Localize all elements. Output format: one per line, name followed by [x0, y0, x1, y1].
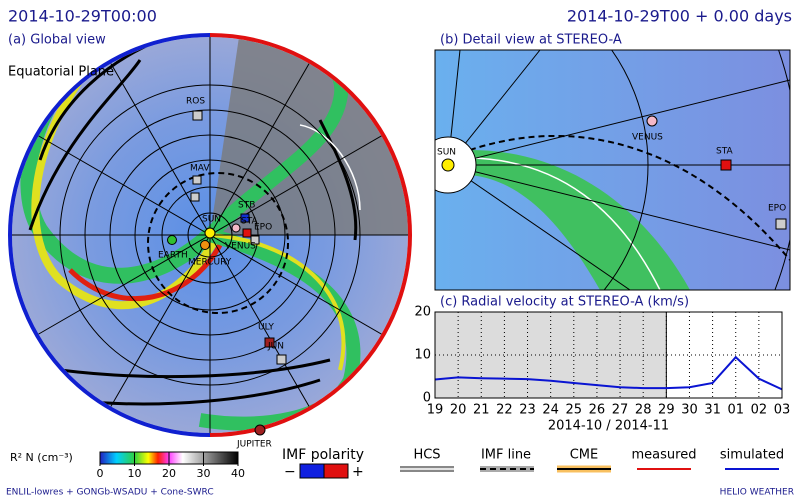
polarity-swatch	[323, 463, 349, 479]
y-tick-label: 10	[414, 348, 431, 363]
legend-label: IMF line	[481, 448, 531, 463]
x-tick-label: 27	[612, 403, 629, 418]
chart-title: (c) Radial velocity at STEREO-A (km/s)	[440, 295, 689, 310]
colorbar-ticks: 0 10 20 30 40	[97, 452, 245, 480]
detail-frame	[434, 49, 791, 291]
y-tick-label: 0	[423, 391, 431, 406]
object-label: ULY	[258, 323, 274, 333]
objects	[167, 110, 287, 436]
object-label: JUN	[267, 342, 284, 352]
footer-left: ENLIL-lowres + GONGb-WSADU + Cone-SWRC	[6, 488, 214, 498]
panel-title: (b) Detail view at STEREO-A	[440, 33, 622, 48]
colorbar-tick-label: 30	[197, 467, 211, 480]
colorbar-title: R² N (cm⁻³)	[10, 451, 73, 464]
series-line	[434, 355, 783, 391]
object-label: VENUS	[632, 133, 663, 143]
colorbar-tick-label: 0	[97, 467, 104, 480]
x-tick-label: 24	[542, 403, 559, 418]
legend-label: HCS	[413, 448, 440, 463]
x-tick-label: 22	[496, 403, 513, 418]
y-tick-label: 20	[414, 305, 431, 320]
object-label: MAV	[190, 164, 210, 174]
panel-title: (a) Global view	[8, 33, 106, 48]
x-tick-label: 19	[427, 403, 444, 418]
elapsed: 2014-10-29T00 + 0.00 days	[567, 7, 792, 26]
object-label: JUPITER	[236, 440, 272, 450]
x-tick-label: 02	[751, 403, 768, 418]
object-label: EPO	[768, 204, 786, 214]
x-tick-label: 20	[450, 403, 467, 418]
footer-right: HELIO WEATHER	[720, 488, 794, 498]
object-label: STA	[716, 147, 734, 157]
object-label: MERCURY	[188, 258, 232, 268]
plane-label: Equatorial Plane	[8, 65, 114, 80]
x-tick-label: 29	[658, 403, 675, 418]
colorbar-tick-label: 10	[128, 467, 142, 480]
x-tick-label: 25	[566, 403, 583, 418]
x-tick-label: 01	[727, 403, 744, 418]
legend-label: CME	[570, 448, 599, 463]
polarity-swatch	[299, 463, 325, 479]
object-label: VENUS	[225, 242, 256, 252]
polarity-title: IMF polarity	[282, 447, 364, 463]
object-label: STA	[241, 217, 259, 227]
x-tick-label: 21	[473, 403, 490, 418]
object-label: STB	[238, 201, 255, 211]
legend-label: measured	[632, 448, 697, 463]
object-label: SUN	[437, 148, 456, 158]
x-tick-label: 26	[589, 403, 606, 418]
x-axis-label: 2014-10 / 2014-11	[548, 419, 669, 434]
object-label: ROS	[186, 97, 205, 107]
colorbar-tick-label: 20	[162, 467, 176, 480]
x-tick-label: 03	[774, 403, 791, 418]
object-label: EPO	[254, 223, 272, 233]
polarity-plus: +	[352, 464, 364, 480]
x-tick-label: 23	[519, 403, 536, 418]
polarity-minus: −	[284, 464, 296, 480]
x-tick-label: 30	[681, 403, 698, 418]
time: 2014-10-29T00:00	[8, 7, 157, 26]
velocity-chart: 19 20 21 22 23 24 25 26 27 28 29 30 31 01 02 03 0 10 20 201…	[414, 305, 790, 434]
detail-map	[435, 50, 790, 290]
x-tick-label: 28	[635, 403, 652, 418]
x-tick-label: 31	[704, 403, 721, 418]
object-label: SUN	[202, 215, 221, 225]
legend-label: simulated	[720, 448, 784, 463]
colorbar-tick-label: 40	[231, 467, 245, 480]
object-label: EARTH	[158, 251, 188, 261]
plot-frame	[434, 311, 783, 399]
